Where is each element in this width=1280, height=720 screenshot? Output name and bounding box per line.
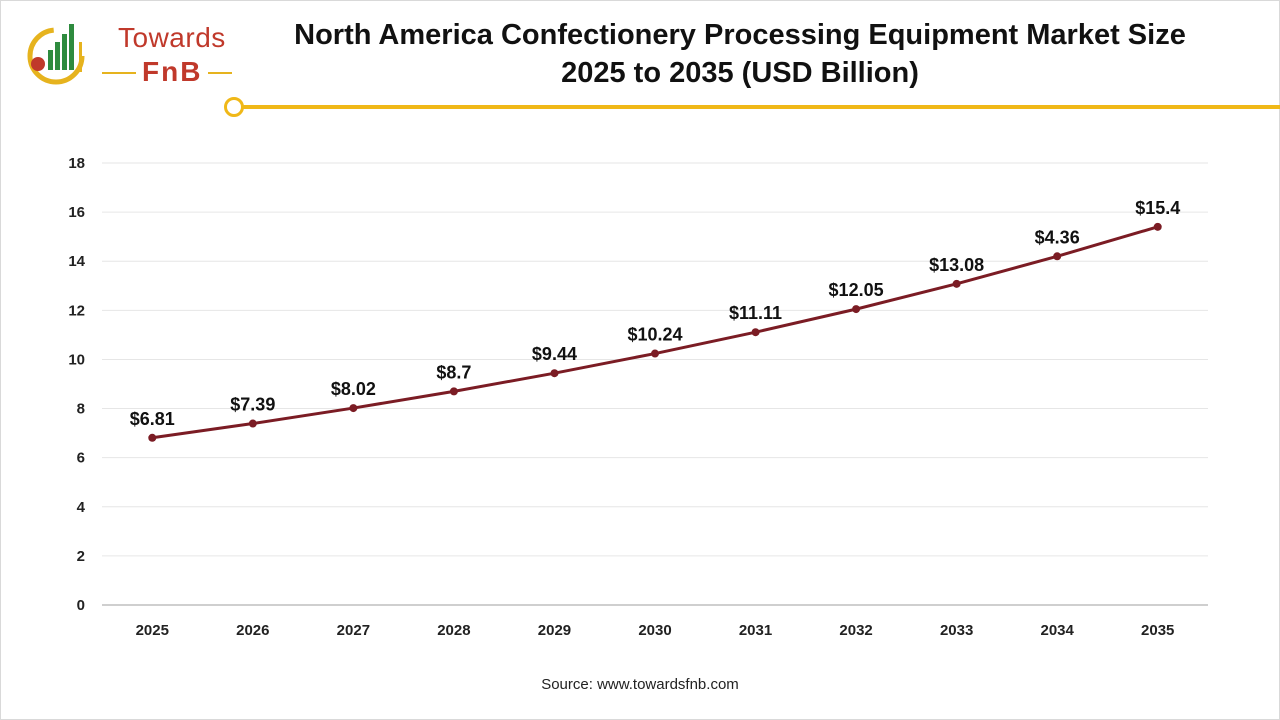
data-label: $9.44	[532, 344, 577, 364]
logo-emblem-icon	[27, 24, 85, 85]
y-tick-label: 18	[68, 155, 85, 172]
data-point	[248, 419, 257, 428]
y-tick-label: 4	[77, 499, 86, 516]
data-point	[852, 305, 861, 314]
y-tick-label: 8	[77, 401, 85, 418]
brand-divider-right	[208, 72, 232, 74]
title-rule	[242, 105, 1280, 109]
data-label: $8.02	[331, 379, 376, 399]
x-tick-label: 2029	[538, 622, 571, 639]
x-tick-label: 2034	[1040, 622, 1074, 639]
x-tick-label: 2028	[437, 622, 470, 639]
x-tick-label: 2027	[337, 622, 370, 639]
data-point	[751, 328, 760, 337]
chart-title: North America Confectionery Processing E…	[250, 16, 1230, 92]
y-tick-label: 2	[77, 548, 85, 565]
title-rule-dot	[224, 97, 244, 117]
brand-divider-left	[102, 72, 136, 74]
y-tick-label: 16	[68, 204, 85, 221]
x-tick-label: 2035	[1141, 622, 1174, 639]
y-tick-label: 12	[68, 302, 85, 319]
data-label: $12.05	[829, 280, 884, 300]
data-label: $13.08	[929, 255, 984, 275]
x-tick-label: 2032	[839, 622, 872, 639]
x-tick-label: 2025	[136, 622, 169, 639]
data-label: $6.81	[130, 409, 175, 429]
data-point	[952, 279, 961, 288]
y-tick-label: 0	[77, 597, 85, 614]
x-tick-label: 2033	[940, 622, 973, 639]
line-chart: 0 2 4 6 8 10 12 14 16 18 2025 2026 2027 2028 2029 2030 2…	[68, 155, 1208, 639]
x-tick-label: 2031	[739, 622, 772, 639]
data-label: $11.11	[729, 303, 782, 323]
x-tick-label: 2030	[638, 622, 671, 639]
data-point	[1153, 222, 1162, 231]
x-tick-label: 2026	[236, 622, 269, 639]
source-note: Source: www.towardsfnb.com	[541, 676, 739, 693]
data-label: $4.36	[1035, 227, 1080, 247]
y-tick-label: 10	[68, 351, 85, 368]
brand-logo: Towards FnB	[22, 16, 232, 92]
data-label: $7.39	[230, 395, 275, 415]
data-label: $10.24	[627, 325, 682, 345]
data-point	[651, 349, 659, 358]
brand-name-line1: Towards	[118, 22, 226, 53]
data-point	[148, 433, 157, 442]
y-tick-label: 14	[68, 253, 85, 270]
data-point	[449, 387, 458, 396]
chart-title-line2: 2025 to 2035 (USD Billion)	[561, 57, 919, 89]
data-point	[1053, 252, 1062, 261]
chart-title-line1: North America Confectionery Processing E…	[294, 19, 1186, 51]
data-label: $8.7	[436, 362, 471, 382]
data-label: $15.4	[1135, 198, 1180, 218]
brand-name-line2: FnB	[142, 56, 203, 87]
data-point	[550, 369, 559, 378]
y-tick-label: 6	[77, 450, 85, 467]
data-point	[349, 404, 358, 413]
